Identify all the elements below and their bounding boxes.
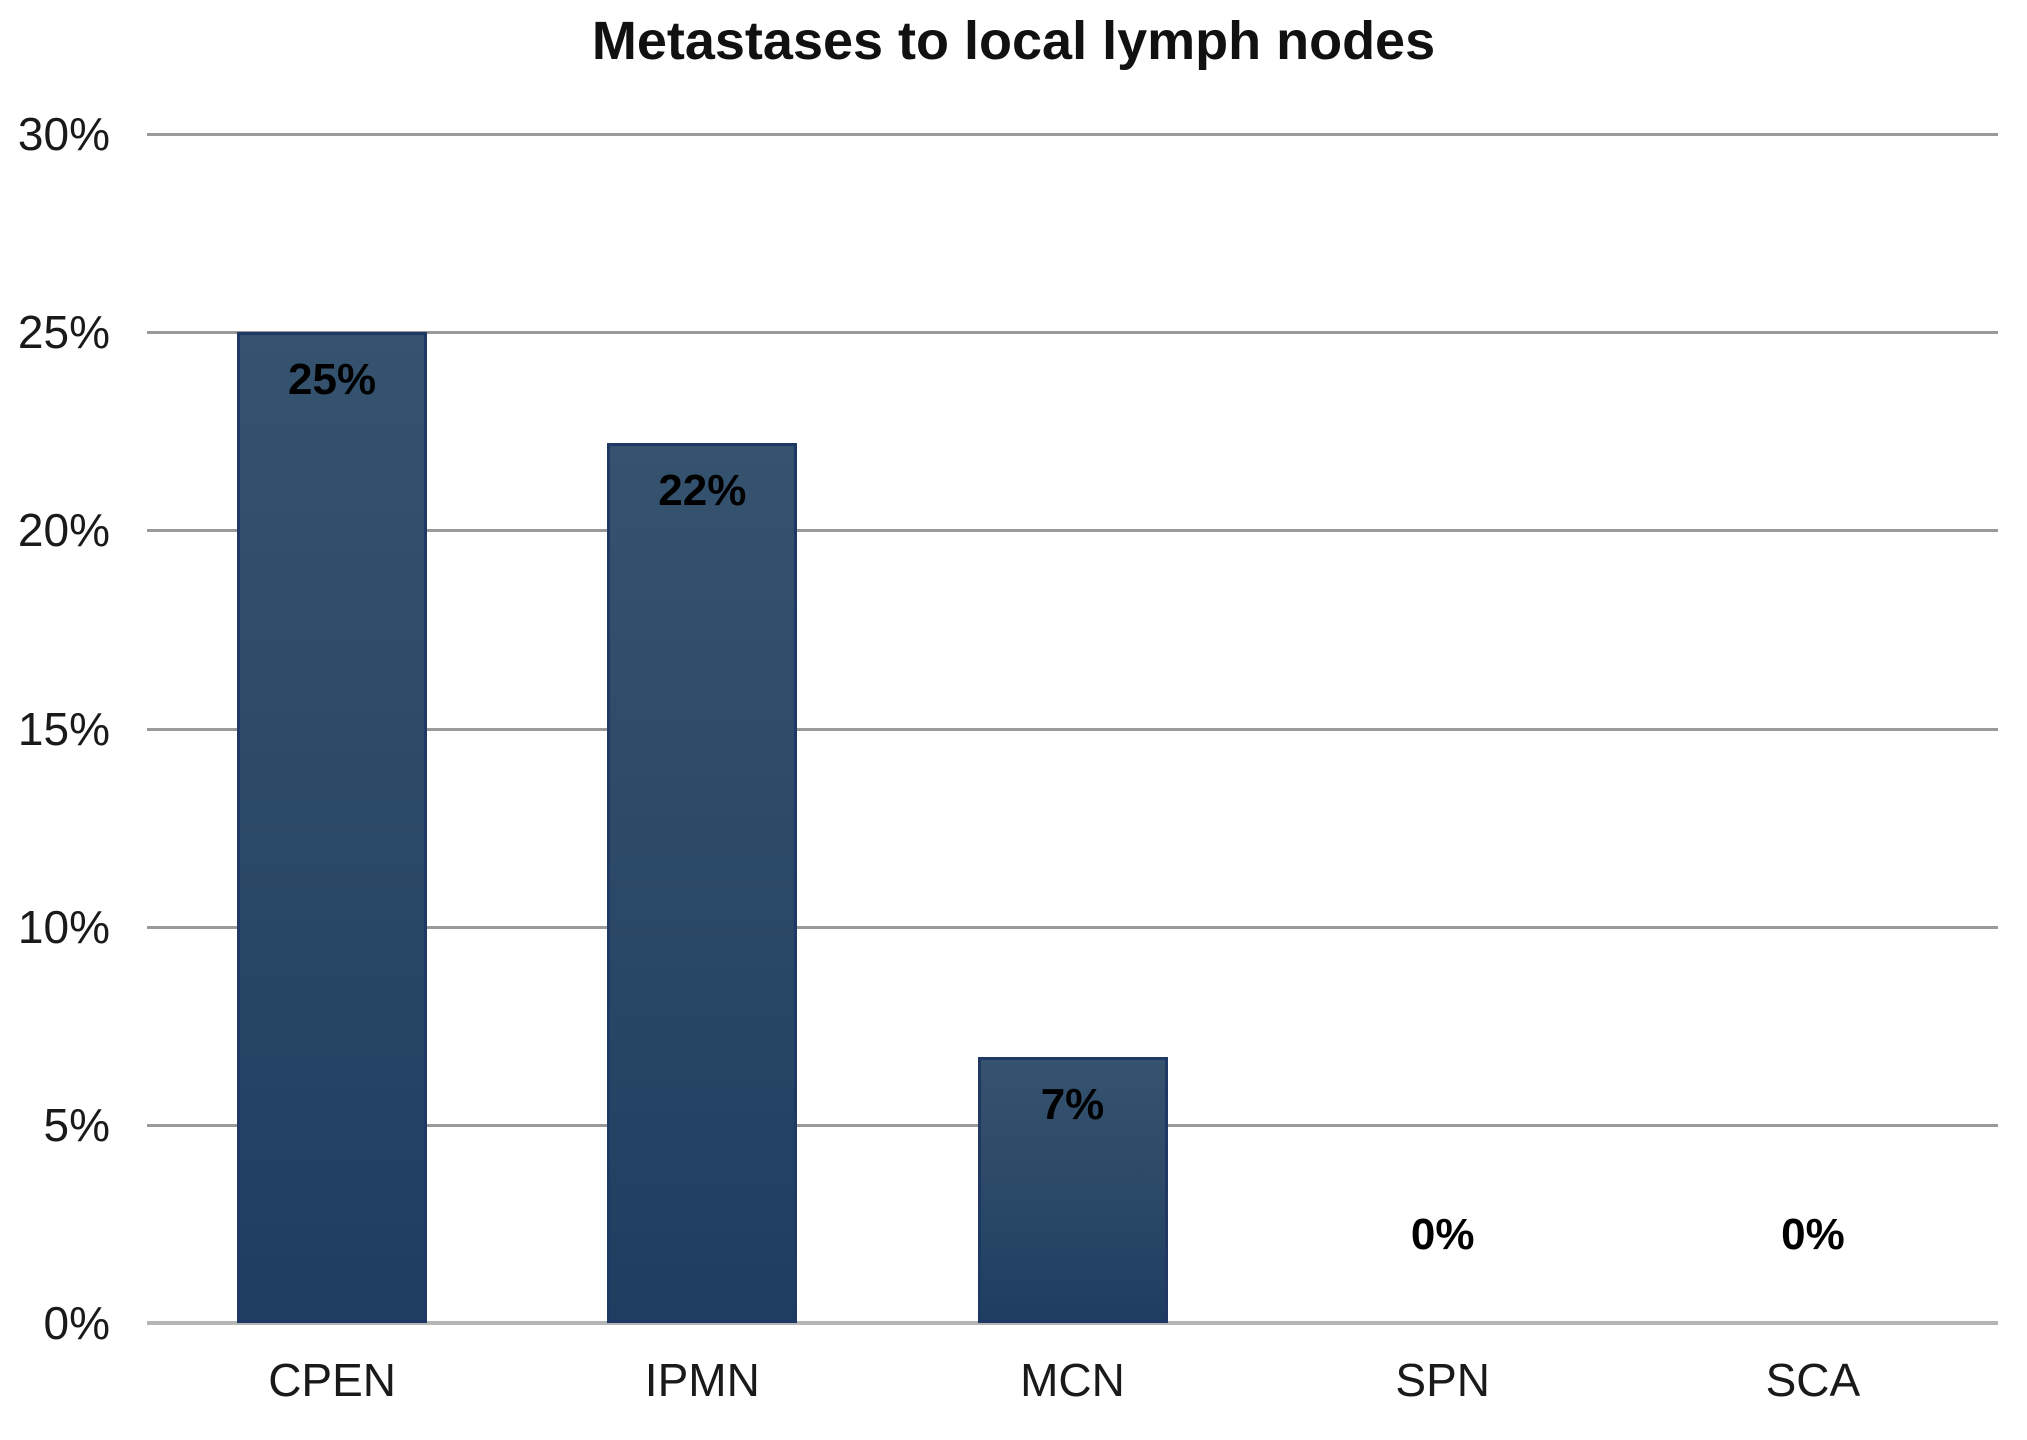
bar-data-label-ipmn: 22% — [658, 466, 747, 516]
y-axis-tick-label: 25% — [17, 306, 110, 359]
gridline — [147, 925, 1998, 929]
y-axis-tick-label: 20% — [17, 504, 110, 557]
gridline — [147, 331, 1998, 335]
x-axis-category-label-sca: SCA — [1765, 1354, 1861, 1406]
bar-data-label-cpen: 25% — [288, 355, 377, 405]
bar-cpen — [237, 332, 428, 1323]
x-axis-category-label-cpen: CPEN — [268, 1354, 396, 1406]
plot-area: 25% 22% 7% 0% 0% — [147, 133, 1998, 1325]
y-axis-tick-label: 30% — [17, 108, 110, 160]
y-axis-tick-label: 15% — [17, 702, 110, 755]
bar-mcn — [977, 1057, 1168, 1323]
x-axis-category-label-spn: SPN — [1395, 1354, 1490, 1406]
bar-data-label-mcn: 7% — [1040, 1080, 1105, 1130]
y-axis-tick-label: 0% — [43, 1297, 110, 1349]
gridline — [147, 727, 1998, 731]
gridline — [147, 133, 1998, 136]
y-axis-tick-label: 5% — [43, 1098, 110, 1151]
bar-data-label-sca: 0% — [1781, 1210, 1845, 1259]
bar-ipmn — [607, 443, 798, 1323]
gridline — [147, 529, 1998, 533]
chart-title: Metastases to local lymph nodes — [591, 11, 1436, 71]
x-axis-category-label-mcn: MCN — [1020, 1354, 1125, 1406]
x-axis-category-label-ipmn: IPMN — [644, 1354, 760, 1406]
y-axis-tick-label: 10% — [17, 900, 110, 953]
bar-data-label-spn: 0% — [1410, 1210, 1475, 1259]
x-axis-baseline — [147, 1321, 1998, 1325]
